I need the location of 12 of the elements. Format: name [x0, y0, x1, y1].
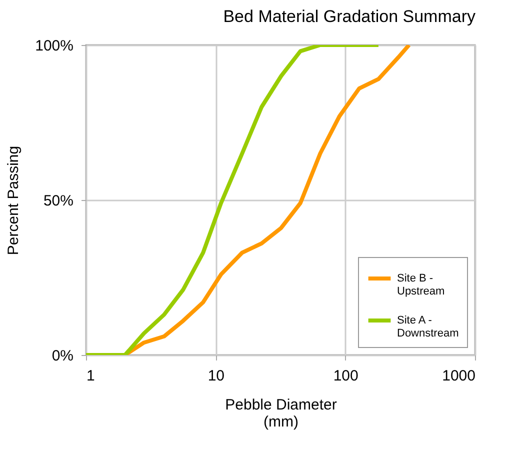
x-tick-label: 10 [208, 368, 225, 384]
x-axis-title: Pebble Diameter (mm) [225, 396, 337, 430]
y-tick-label: 50% [43, 192, 74, 210]
y-axis-title: Percent Passing [5, 146, 22, 256]
x-tick-label: 1000 [442, 368, 476, 384]
legend-label: Site A - Downstream [397, 314, 459, 340]
y-tick-label: 100% [35, 38, 74, 54]
legend-label: Site B - Upstream [397, 272, 445, 298]
chart-title: Bed Material Gradation Summary [223, 7, 476, 26]
x-tick-label: 1 [86, 368, 95, 384]
y-tick-label: 0% [52, 348, 74, 364]
x-tick-label: 100 [333, 368, 358, 384]
